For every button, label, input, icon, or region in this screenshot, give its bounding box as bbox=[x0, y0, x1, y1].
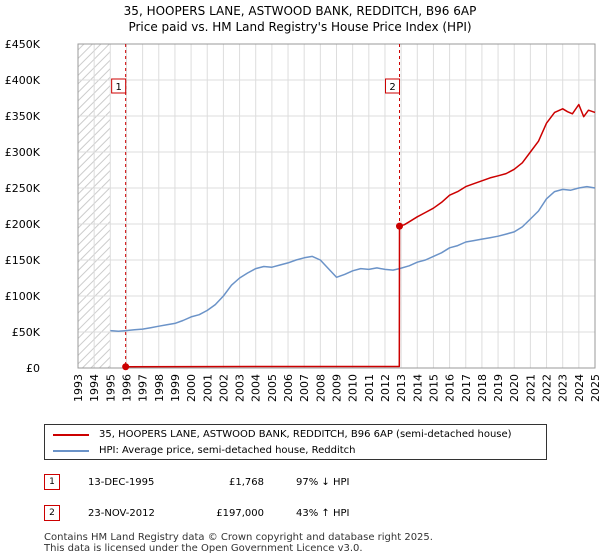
legend-label-hpi: HPI: Average price, semi-detached house,… bbox=[99, 445, 356, 456]
x-tick-label: 2025 bbox=[589, 374, 600, 402]
x-tick-label: 2019 bbox=[492, 374, 505, 402]
x-tick-label: 1998 bbox=[153, 374, 166, 402]
sale-hpi-relation: 97% ↓ HPI bbox=[296, 477, 350, 488]
legend-swatch-hpi bbox=[53, 450, 89, 452]
x-tick-label: 2003 bbox=[234, 374, 247, 402]
sale-marker-label: 2 bbox=[389, 82, 395, 93]
y-tick-label: £50K bbox=[12, 326, 41, 339]
x-tick-label: 2007 bbox=[298, 374, 311, 402]
x-tick-label: 1996 bbox=[120, 374, 133, 402]
y-tick-label: £400K bbox=[5, 74, 41, 87]
chart-title-line2: Price paid vs. HM Land Registry's House … bbox=[128, 20, 472, 34]
x-tick-label: 1994 bbox=[88, 374, 101, 402]
sale-badge: 2 bbox=[44, 505, 60, 521]
x-tick-label: 2008 bbox=[314, 374, 327, 402]
x-tick-label: 1997 bbox=[137, 374, 150, 402]
y-tick-label: £350K bbox=[5, 110, 41, 123]
hpi-line bbox=[110, 185, 596, 333]
y-tick-label: £300K bbox=[5, 146, 41, 159]
y-tick-label: £0 bbox=[26, 362, 40, 375]
sale-price: £197,000 bbox=[216, 508, 264, 519]
x-tick-label: 2014 bbox=[411, 374, 424, 402]
x-tick-label: 2015 bbox=[427, 374, 440, 402]
legend-swatch-property bbox=[53, 434, 89, 436]
plot-frame bbox=[77, 43, 596, 369]
y-tick-label: £250K bbox=[5, 182, 41, 195]
sale-marker-box bbox=[385, 78, 401, 94]
x-tick-label: 2016 bbox=[444, 374, 457, 402]
y-tick-label: £450K bbox=[5, 38, 41, 51]
sale-marker-label: 1 bbox=[115, 82, 121, 93]
x-tick-label: 2013 bbox=[395, 374, 408, 402]
x-tick-label: 2021 bbox=[524, 374, 537, 402]
x-tick-label: 1993 bbox=[72, 374, 85, 402]
price-chart: £0 £50K £100K £150K £200K £250K £300K £350K £400… bbox=[5, 38, 600, 402]
legend-label-property: 35, HOOPERS LANE, ASTWOOD BANK, REDDITCH… bbox=[99, 429, 512, 440]
chart-title-line1: 35, HOOPERS LANE, ASTWOOD BANK, REDDITCH… bbox=[123, 4, 477, 18]
sale-marker-box bbox=[111, 78, 127, 94]
x-tick-label: 2006 bbox=[282, 374, 295, 402]
y-tick-label: £100K bbox=[5, 290, 41, 303]
x-tick-label: 1995 bbox=[104, 374, 117, 402]
x-tick-label: 2024 bbox=[573, 374, 586, 402]
x-tick-label: 1999 bbox=[169, 374, 182, 402]
sale-date: 13-DEC-1995 bbox=[88, 477, 155, 488]
sale-price: £1,768 bbox=[229, 477, 264, 488]
x-tick-label: 2010 bbox=[347, 374, 360, 402]
y-tick-label: £200K bbox=[5, 218, 41, 231]
x-tick-label: 2018 bbox=[476, 374, 489, 402]
x-tick-label: 2009 bbox=[331, 374, 344, 402]
sale-point bbox=[396, 222, 404, 230]
x-tick-label: 2022 bbox=[541, 374, 554, 402]
x-tick-label: 2023 bbox=[557, 374, 570, 402]
x-tick-label: 2001 bbox=[201, 374, 214, 402]
sale-badge: 1 bbox=[44, 474, 60, 490]
legend: 35, HOOPERS LANE, ASTWOOD BANK, REDDITCH… bbox=[44, 424, 547, 460]
x-tick-label: 2005 bbox=[266, 374, 279, 402]
footer-copyright: Contains HM Land Registry data © Crown c… bbox=[44, 532, 433, 543]
sale-date: 23-NOV-2012 bbox=[88, 508, 155, 519]
footer-licence: This data is licensed under the Open Gov… bbox=[44, 543, 363, 554]
x-tick-label: 2004 bbox=[250, 374, 263, 402]
sale-point bbox=[122, 363, 130, 371]
y-tick-label: £150K bbox=[5, 254, 41, 267]
x-tick-label: 2017 bbox=[460, 374, 473, 402]
x-tick-label: 2000 bbox=[185, 374, 198, 402]
sale-hpi-relation: 43% ↑ HPI bbox=[296, 508, 350, 519]
x-tick-label: 2011 bbox=[363, 374, 376, 402]
x-tick-label: 2020 bbox=[508, 374, 521, 402]
x-tick-label: 2002 bbox=[217, 374, 230, 402]
x-tick-label: 2012 bbox=[379, 374, 392, 402]
